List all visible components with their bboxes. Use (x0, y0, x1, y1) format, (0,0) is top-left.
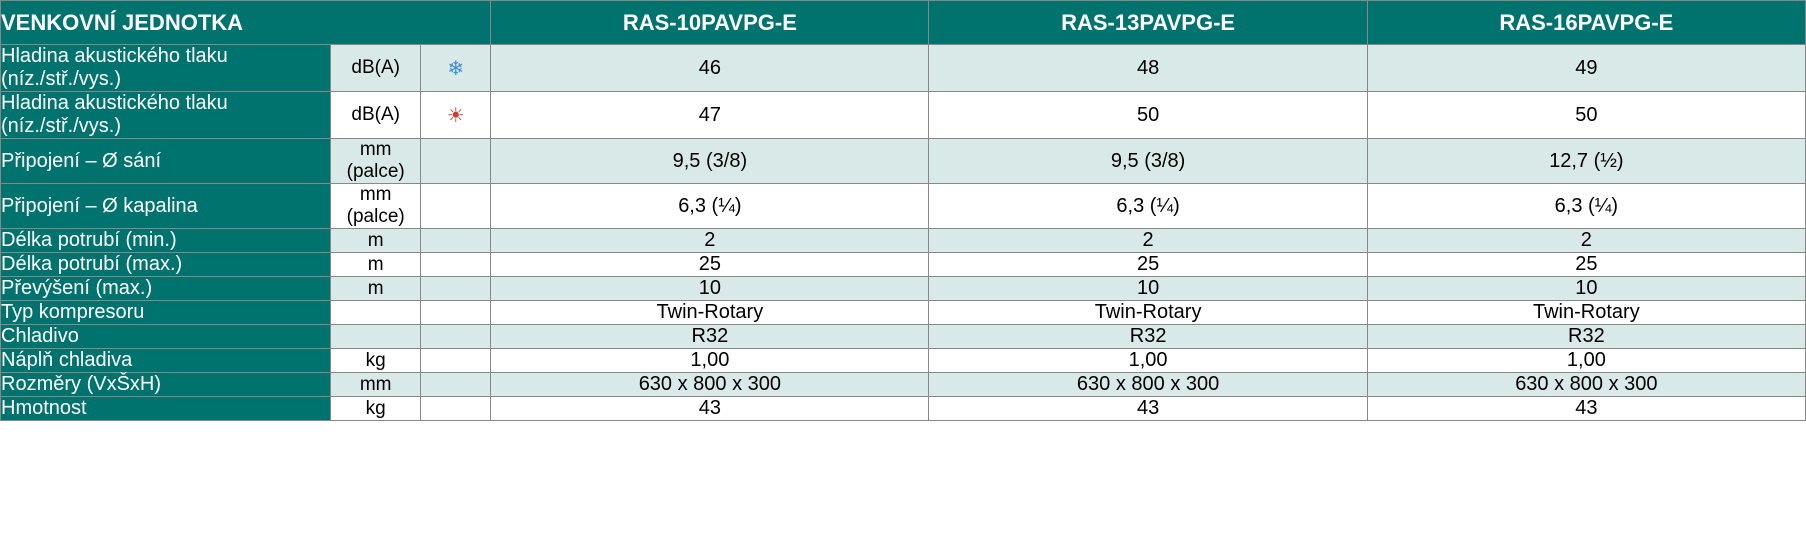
table-row: Hladina akustického tlaku (níz./stř./vys… (1, 92, 1806, 139)
value-cell: 9,5 (3/8) (491, 139, 929, 184)
value-cell: 43 (1367, 397, 1805, 421)
table-row: Délka potrubí (min.)m222 (1, 229, 1806, 253)
value-cell: 25 (929, 253, 1367, 277)
value-cell: 43 (929, 397, 1367, 421)
row-label: Typ kompresoru (1, 301, 331, 325)
row-label: Hladina akustického tlaku (níz./stř./vys… (1, 92, 331, 139)
value-cell: 47 (491, 92, 929, 139)
cool-mode-icon: ❄ (421, 45, 491, 92)
value-cell: 1,00 (491, 349, 929, 373)
value-cell: R32 (491, 325, 929, 349)
value-cell: 43 (491, 397, 929, 421)
table-row: Hladina akustického tlaku (níz./stř./vys… (1, 45, 1806, 92)
value-cell: R32 (1367, 325, 1805, 349)
value-cell: 12,7 (½) (1367, 139, 1805, 184)
sun-icon: ☀ (447, 105, 465, 127)
value-cell: 25 (491, 253, 929, 277)
value-cell: 2 (491, 229, 929, 253)
unit-cell: mm (palce) (331, 184, 421, 229)
table-row: Náplň chladivakg1,001,001,00 (1, 349, 1806, 373)
row-label: Připojení – Ø kapalina (1, 184, 331, 229)
row-label: Chladivo (1, 325, 331, 349)
spec-table: VENKOVNÍ JEDNOTKA RAS-10PAVPG-E RAS-13PA… (0, 0, 1806, 421)
value-cell: 48 (929, 45, 1367, 92)
icon-cell-empty (421, 325, 491, 349)
table-row: Připojení – Ø sánímm (palce) 9,5 (3/8)9,5… (1, 139, 1806, 184)
unit-cell (331, 301, 421, 325)
row-label: Převýšení (max.) (1, 277, 331, 301)
value-cell: 630 x 800 x 300 (1367, 373, 1805, 397)
row-label: Náplň chladiva (1, 349, 331, 373)
value-cell: 50 (1367, 92, 1805, 139)
table-row: Hmotnostkg434343 (1, 397, 1806, 421)
row-label: Hladina akustického tlaku (níz./stř./vys… (1, 45, 331, 92)
value-cell: 50 (929, 92, 1367, 139)
icon-cell-empty (421, 229, 491, 253)
header-model-2: RAS-16PAVPG-E (1367, 1, 1805, 45)
value-cell: 1,00 (1367, 349, 1805, 373)
row-label: Délka potrubí (max.) (1, 253, 331, 277)
unit-cell: m (331, 277, 421, 301)
table-row: ChladivoR32R32R32 (1, 325, 1806, 349)
value-cell: 1,00 (929, 349, 1367, 373)
row-label: Rozměry (VxŠxH) (1, 373, 331, 397)
table-row: Připojení – Ø kapalinamm (palce)6,3 (¼)6… (1, 184, 1806, 229)
value-cell: 6,3 (¼) (491, 184, 929, 229)
unit-cell: dB(A) (331, 92, 421, 139)
value-cell: Twin-Rotary (491, 301, 929, 325)
icon-cell-empty (421, 184, 491, 229)
value-cell: 630 x 800 x 300 (929, 373, 1367, 397)
row-label: Připojení – Ø sání (1, 139, 331, 184)
table-row: Rozměry (VxŠxH)mm630 x 800 x 300630 x 80… (1, 373, 1806, 397)
header-model-0: RAS-10PAVPG-E (491, 1, 929, 45)
unit-cell: mm (palce) (331, 139, 421, 184)
heat-mode-icon: ☀ (421, 92, 491, 139)
unit-cell: mm (331, 373, 421, 397)
icon-cell-empty (421, 253, 491, 277)
unit-cell: dB(A) (331, 45, 421, 92)
icon-cell-empty (421, 349, 491, 373)
value-cell: R32 (929, 325, 1367, 349)
table-header: VENKOVNÍ JEDNOTKA RAS-10PAVPG-E RAS-13PA… (1, 1, 1806, 45)
table-row: Délka potrubí (max.)m252525 (1, 253, 1806, 277)
table-body: Hladina akustického tlaku (níz./stř./vys… (1, 45, 1806, 421)
value-cell: 10 (1367, 277, 1805, 301)
value-cell: 2 (1367, 229, 1805, 253)
icon-cell-empty (421, 397, 491, 421)
icon-cell-empty (421, 373, 491, 397)
snowflake-icon: ❄ (447, 58, 464, 80)
value-cell: 630 x 800 x 300 (491, 373, 929, 397)
unit-cell: m (331, 253, 421, 277)
value-cell: 46 (491, 45, 929, 92)
unit-cell (331, 325, 421, 349)
value-cell: 10 (491, 277, 929, 301)
unit-cell: m (331, 229, 421, 253)
header-model-1: RAS-13PAVPG-E (929, 1, 1367, 45)
row-label: Hmotnost (1, 397, 331, 421)
value-cell: 9,5 (3/8) (929, 139, 1367, 184)
row-label: Délka potrubí (min.) (1, 229, 331, 253)
value-cell: 6,3 (¼) (929, 184, 1367, 229)
value-cell: Twin-Rotary (1367, 301, 1805, 325)
value-cell: 49 (1367, 45, 1805, 92)
table-row: Typ kompresoruTwin-RotaryTwin-RotaryTwin… (1, 301, 1806, 325)
table-row: Převýšení (max.)m101010 (1, 277, 1806, 301)
header-title: VENKOVNÍ JEDNOTKA (1, 1, 491, 45)
value-cell: 2 (929, 229, 1367, 253)
icon-cell-empty (421, 301, 491, 325)
value-cell: 6,3 (¼) (1367, 184, 1805, 229)
unit-cell: kg (331, 349, 421, 373)
unit-cell: kg (331, 397, 421, 421)
value-cell: Twin-Rotary (929, 301, 1367, 325)
icon-cell-empty (421, 139, 491, 184)
value-cell: 25 (1367, 253, 1805, 277)
icon-cell-empty (421, 277, 491, 301)
value-cell: 10 (929, 277, 1367, 301)
